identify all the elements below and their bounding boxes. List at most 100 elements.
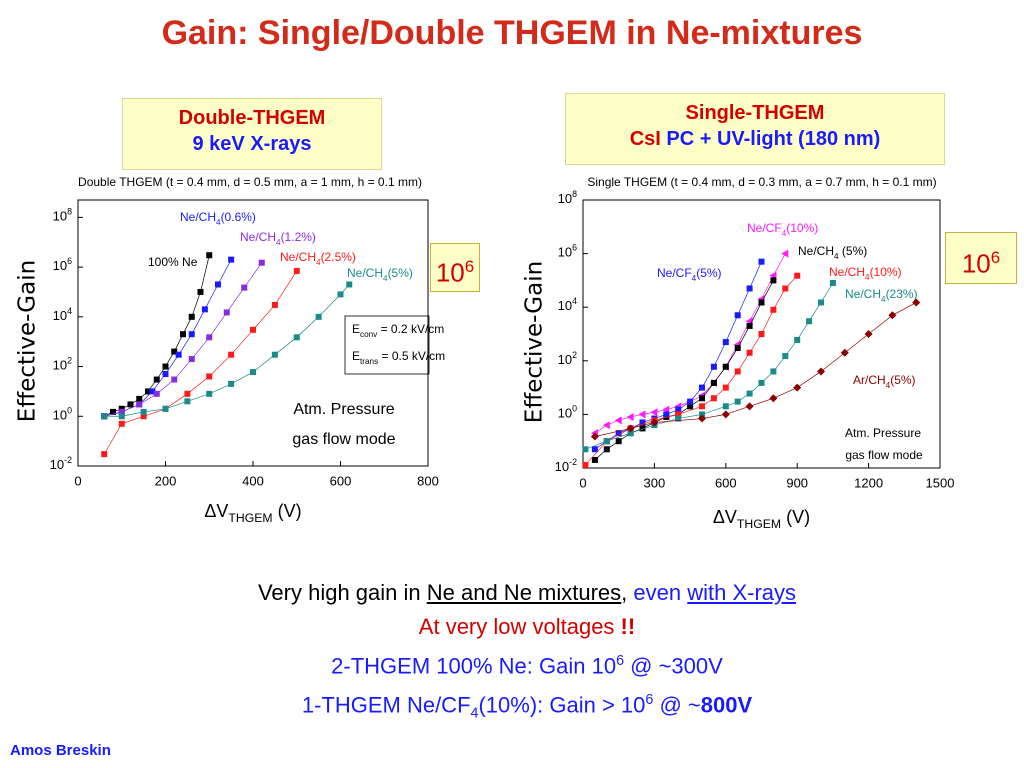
x-tick-label: 200 — [155, 473, 177, 488]
marker — [258, 259, 265, 266]
series-label: Ne/CH4(0.6%) — [180, 210, 256, 226]
x-tick-label: 1500 — [926, 475, 955, 490]
annotation-part: = 0.5 kV/cm — [378, 349, 445, 363]
marker — [734, 312, 741, 319]
marker — [722, 384, 729, 391]
marker — [710, 395, 717, 402]
marker — [188, 313, 195, 320]
marker — [745, 402, 754, 411]
marker — [734, 345, 741, 352]
note-text: even — [633, 580, 688, 605]
marker — [806, 318, 813, 325]
badge-base: 10 — [961, 248, 991, 279]
note-text: 6 — [616, 653, 625, 669]
marker — [241, 284, 248, 291]
box-text: PC + UV-light (180 nm) — [666, 128, 881, 150]
marker — [228, 351, 235, 358]
note-text: with X-rays — [687, 580, 797, 605]
marker — [603, 446, 610, 453]
marker — [153, 390, 160, 397]
marker — [758, 379, 765, 386]
marker — [346, 281, 353, 288]
marker — [864, 330, 873, 338]
marker — [663, 411, 670, 418]
y-tick-label: 10-2 — [50, 455, 72, 472]
note-text: , — [621, 580, 634, 605]
note-text: Ne and Ne mixtures — [426, 580, 622, 605]
right-box: Single-THGEM CsI PC + UV-light (180 nm) — [565, 93, 945, 165]
marker — [794, 272, 801, 279]
marker — [782, 353, 789, 360]
marker — [118, 420, 125, 427]
marker — [770, 306, 777, 313]
marker — [171, 348, 178, 355]
box-line: 9 keV X-rays — [192, 133, 312, 155]
marker — [758, 331, 765, 337]
marker — [781, 249, 789, 258]
series-label: Ne/CF4(10%) — [747, 221, 818, 237]
x-axis-label: ΔVTHGEM (V) — [204, 501, 301, 525]
marker — [101, 451, 108, 458]
marker — [687, 403, 694, 410]
marker — [337, 291, 344, 298]
marker — [746, 285, 753, 292]
note-text: 6 — [645, 692, 654, 709]
marker — [136, 395, 143, 402]
marker — [639, 425, 646, 432]
annotation-part: gas flow mode — [292, 431, 395, 448]
marker — [818, 299, 824, 306]
note-line: Very high gain in Ne and Ne mixtures, ev… — [0, 576, 1024, 610]
marker — [626, 424, 635, 433]
chart-title: Single THGEM (t = 0.4 mm, d = 0.3 mm, a … — [587, 175, 936, 189]
series-line — [103, 270, 298, 455]
x-tick-label: 600 — [715, 475, 737, 490]
marker — [184, 390, 191, 397]
marker — [698, 414, 706, 423]
marker — [197, 288, 204, 295]
marker — [699, 395, 705, 402]
box-text: CsI — [629, 128, 661, 150]
y-tick-label: 106 — [53, 256, 72, 273]
series-line — [585, 282, 834, 450]
note-text: (10%): Gain > 10 — [478, 692, 646, 718]
annotation: Atm. Pressure — [845, 426, 921, 440]
marker — [118, 408, 125, 415]
marker — [591, 446, 598, 453]
series-label: Ne/CF4(5%) — [657, 266, 722, 282]
marker — [794, 336, 801, 343]
note-line: 2-THGEM 100% Ne: Gain 106 @ ~300V — [0, 644, 1024, 683]
marker — [101, 413, 108, 420]
marker — [912, 298, 921, 307]
y-tick-label: 108 — [558, 189, 577, 206]
marker — [201, 306, 208, 313]
marker — [746, 322, 753, 329]
gain-badge: 106 — [945, 232, 1017, 284]
x-tick-label: 600 — [330, 473, 352, 488]
marker — [650, 408, 658, 417]
marker — [722, 339, 729, 346]
x-label-part: THGEM — [228, 511, 272, 525]
marker — [675, 406, 682, 413]
y-tick-label: 102 — [53, 356, 72, 373]
annotation: gas flow mode — [292, 431, 395, 448]
y-tick-label: 100 — [558, 404, 577, 421]
marker — [153, 376, 160, 383]
y-axis-label: Effective-Gain — [522, 261, 548, 423]
box-line: Double-THGEM — [178, 107, 326, 129]
marker — [829, 279, 836, 286]
marker — [722, 403, 729, 410]
marker — [687, 398, 694, 405]
marker — [180, 331, 186, 338]
note-line: At very low voltages !! — [0, 610, 1024, 644]
marker — [722, 363, 729, 370]
x-axis-label: ΔVTHGEM (V) — [713, 507, 810, 531]
marker — [758, 299, 765, 306]
marker — [758, 258, 765, 265]
marker — [162, 363, 169, 370]
marker — [184, 398, 191, 405]
series-label: 100% Ne — [148, 255, 198, 269]
marker — [721, 410, 730, 419]
marker — [223, 309, 230, 316]
marker — [250, 326, 256, 333]
annotation-box — [344, 315, 430, 375]
